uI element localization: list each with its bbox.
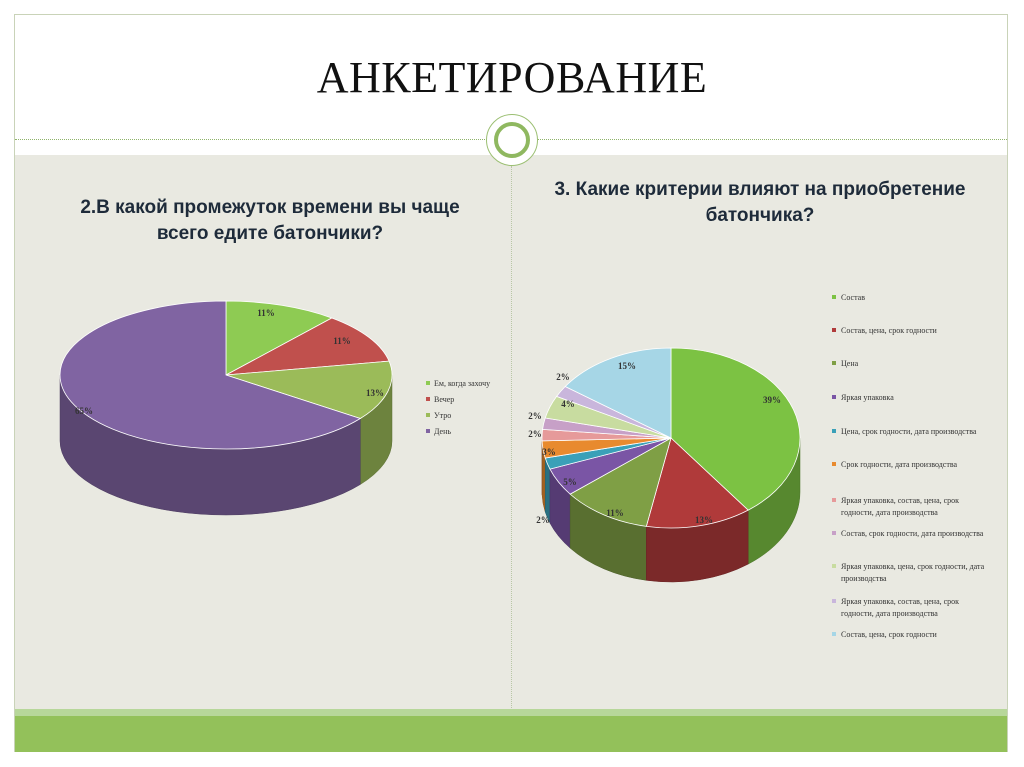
chart-2-legend-item: Яркая упаковка, цена, срок годности, дат… <box>841 562 985 583</box>
pie-1-slice-1 <box>225 300 333 376</box>
chart-2-legend-item: Цена <box>841 359 859 368</box>
footer-bar-light <box>15 709 1007 716</box>
chart-1-legend-swatch <box>426 397 430 401</box>
chart-2-data-label: 5% <box>563 477 577 487</box>
chart-1-legend: Ем, когда захочу Вечер Утро День <box>426 379 490 436</box>
chart-1-legend-item: Вечер <box>434 395 454 404</box>
pie-chart-1: 11% 11% 13% 65% <box>59 300 393 516</box>
chart-2-legend-swatch <box>832 361 836 365</box>
chart-2-data-label: 4% <box>561 399 575 409</box>
pie-1-slice-4 <box>59 300 362 450</box>
chart-1-legend-swatch <box>426 429 430 433</box>
chart-2-legend-item: Яркая упаковка <box>841 393 894 402</box>
ring-ornament-inner <box>494 122 530 158</box>
chart-2-data-label: 2% <box>528 411 542 421</box>
chart-2-data-label: 3% <box>542 447 556 457</box>
chart-2-legend-swatch <box>832 498 836 502</box>
chart-2-legend: Состав Состав, цена, срок годности Цена Ярк… <box>832 293 985 639</box>
chart-2-data-label: 11% <box>606 508 624 518</box>
chart-2-legend-item: Яркая упаковка, состав, цена, срок годнос… <box>841 496 959 517</box>
pie-chart-2: 39%13%11%5%2%3%2%2%4%2%15% <box>528 347 801 583</box>
chart-2-data-label: 39% <box>763 395 781 405</box>
pie-1-slice-2 <box>225 317 390 376</box>
chart-2-legend-swatch <box>832 429 836 433</box>
chart-2-title: 3. Какие критерии влияют на приобретение… <box>554 179 966 226</box>
pie-1-sides <box>59 374 393 516</box>
chart-2-data-label: 2% <box>536 515 550 525</box>
chart-2-data-label: 2% <box>528 429 542 439</box>
chart-2-data-label: 13% <box>695 515 713 525</box>
chart-2-legend-item: Яркая упаковка, состав, цена, срок годнос… <box>841 597 959 618</box>
chart-2-legend-swatch <box>832 531 836 535</box>
ring-ornament <box>486 114 538 166</box>
chart-2-legend-item: Срок годности, дата производства <box>841 460 958 469</box>
chart-2-legend-swatch <box>832 564 836 568</box>
chart-2-legend-swatch <box>832 328 836 332</box>
footer-bar <box>15 716 1007 752</box>
chart-2-legend-item: Состав, срок годности, дата производства <box>841 529 984 538</box>
chart-1-legend-swatch <box>426 413 430 417</box>
slide-title: АНКЕТИРОВАНИЕ <box>316 53 708 102</box>
content-divider <box>511 166 512 716</box>
chart-1-legend-item: День <box>434 427 451 436</box>
pie-2-slice-2 <box>645 437 749 529</box>
chart-1-title: 2.В какой промежуток времени вы чаще все… <box>80 197 460 244</box>
chart-2-legend-item: Состав, цена, срок годности <box>841 630 938 639</box>
chart-1-legend-item: Ем, когда захочу <box>434 379 490 388</box>
chart-2-legend-item: Цена, срок годности, дата производства <box>841 427 977 436</box>
chart-1-data-label: 65% <box>75 406 93 416</box>
chart-1-data-label: 11% <box>257 308 275 318</box>
chart-2-legend-item: Состав <box>841 293 865 302</box>
pie-2-slice-1 <box>670 347 801 511</box>
chart-2-data-label: 2% <box>556 372 570 382</box>
chart-2-legend-item: Состав, цена, срок годности <box>841 326 938 335</box>
chart-2-legend-swatch <box>832 295 836 299</box>
chart-2-legend-swatch <box>832 599 836 603</box>
chart-1-legend-item: Утро <box>434 411 451 420</box>
chart-1-data-label: 13% <box>366 388 384 398</box>
chart-2-legend-swatch <box>832 395 836 399</box>
chart-2-legend-swatch <box>832 462 836 466</box>
pie-1-slice-3 <box>225 360 393 419</box>
chart-1-legend-swatch <box>426 381 430 385</box>
pie-2-slice-11 <box>564 347 672 439</box>
chart-1-data-label: 11% <box>333 336 351 346</box>
pie-2-slice-3 <box>569 437 672 527</box>
chart-2-data-label: 15% <box>618 361 636 371</box>
chart-2-legend-swatch <box>832 632 836 636</box>
